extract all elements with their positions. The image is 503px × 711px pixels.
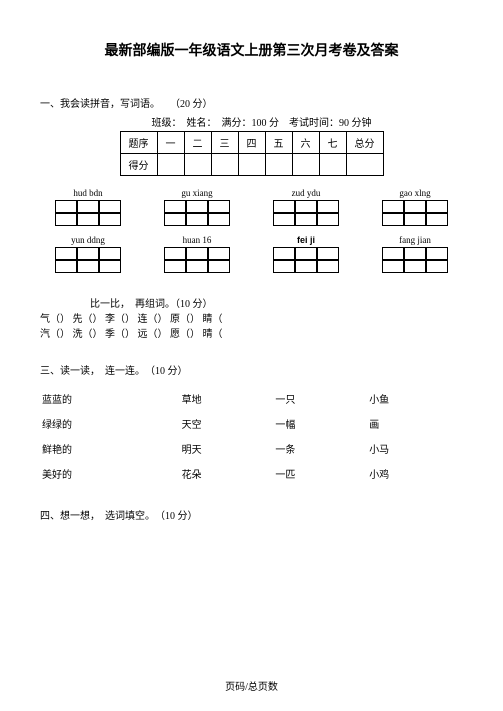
score-cell xyxy=(184,154,211,176)
score-cell xyxy=(211,154,238,176)
q3-cell: 一只 xyxy=(275,387,367,410)
char-grid xyxy=(382,247,448,273)
q2-word: ） 先（ xyxy=(60,310,93,325)
score-header-cell: 五 xyxy=(265,132,292,154)
q3-heading: 三、读一读， 连一连。 （10 分） xyxy=(40,362,463,377)
q3-row: 绿绿的 天空 一幅 画 xyxy=(42,412,461,435)
q2-word: 汽（ xyxy=(40,325,60,340)
score-header-cell: 六 xyxy=(292,132,319,154)
score-cell xyxy=(157,154,184,176)
char-grid xyxy=(55,200,121,226)
score-header-cell: 题序 xyxy=(120,132,157,154)
score-input-row: 得分 xyxy=(120,154,383,176)
score-header-cell: 七 xyxy=(319,132,346,154)
q2-line2: 汽（ ） 洗（ ） 季（ ） 远（ ） 愿（ ） 晴（ xyxy=(40,325,463,340)
score-header-row: 题序 一 二 三 四 五 六 七 总分 xyxy=(120,132,383,154)
char-grid xyxy=(55,247,121,273)
pinyin-group: huan 16 xyxy=(164,235,230,273)
q2-word: ） 远（ xyxy=(125,325,158,340)
pinyin-label: zud ydu xyxy=(292,188,321,198)
score-cell xyxy=(265,154,292,176)
document-title: 最新部编版一年级语文上册第三次月考卷及答案 xyxy=(40,40,463,60)
char-grid xyxy=(164,200,230,226)
pinyin-label: yun ddng xyxy=(71,235,105,245)
q3-cell: 小鸡 xyxy=(369,462,461,485)
score-header-cell: 总分 xyxy=(346,132,383,154)
q2-word: ） 睛（ xyxy=(190,310,223,325)
q2-word: ） 晴（ xyxy=(190,325,223,340)
pinyin-label: gu xiang xyxy=(181,188,212,198)
q3-section: 三、读一读， 连一连。 （10 分） 蓝蓝的 草地 一只 小鱼 绿绿的 天空 一… xyxy=(40,362,463,487)
q3-cell: 明天 xyxy=(182,437,274,460)
q1-section: 一、我会读拼音，写词语。 （20 分） 班级： 姓名： 满分：100 分 考试时… xyxy=(40,95,463,273)
score-header-cell: 四 xyxy=(238,132,265,154)
q2-section: 比一比， 再组词。（10 分） 气（ ） 先（ ） 李（ ） 连（ ） 原（ ）… xyxy=(40,295,463,340)
q3-cell: 天空 xyxy=(182,412,274,435)
pinyin-label: huan 16 xyxy=(183,235,212,245)
q2-word: ） 季（ xyxy=(93,325,126,340)
pinyin-label: fei ji xyxy=(297,235,315,245)
q3-cell: 蓝蓝的 xyxy=(42,387,180,410)
score-header-cell: 二 xyxy=(184,132,211,154)
score-row-label: 得分 xyxy=(120,154,157,176)
q2-line1: 气（ ） 先（ ） 李（ ） 连（ ） 原（ ） 睛（ xyxy=(40,310,463,325)
q3-cell: 花朵 xyxy=(182,462,274,485)
pinyin-group: gao xlng xyxy=(382,188,448,226)
score-cell xyxy=(292,154,319,176)
char-grid xyxy=(164,247,230,273)
pinyin-group: yun ddng xyxy=(55,235,121,273)
q3-cell: 小鱼 xyxy=(369,387,461,410)
q3-table: 蓝蓝的 草地 一只 小鱼 绿绿的 天空 一幅 画 鲜艳的 明天 一条 小马 美好… xyxy=(40,385,463,487)
page-footer: 页码/总页数 xyxy=(0,678,503,693)
q3-cell: 小马 xyxy=(369,437,461,460)
score-header-cell: 三 xyxy=(211,132,238,154)
q1-meta: 班级： 姓名： 满分：100 分 考试时间：90 分钟 xyxy=(40,114,463,129)
q2-word: ） 愿（ xyxy=(158,325,191,340)
pinyin-label: fang jian xyxy=(399,235,431,245)
q2-word: ） 原（ xyxy=(158,310,191,325)
score-cell xyxy=(319,154,346,176)
q3-cell: 美好的 xyxy=(42,462,180,485)
q4-heading: 四、想一想， 选词填空。 （10 分） xyxy=(40,507,463,522)
pinyin-group: fei ji xyxy=(273,235,339,273)
pinyin-row-1: hud bdn gu xiang zud ydu gao xlng xyxy=(40,188,463,226)
q1-heading: 一、我会读拼音，写词语。 （20 分） xyxy=(40,95,463,110)
q2-word: ） 洗（ xyxy=(60,325,93,340)
q3-cell: 绿绿的 xyxy=(42,412,180,435)
pinyin-group: hud bdn xyxy=(55,188,121,226)
score-table: 题序 一 二 三 四 五 六 七 总分 得分 xyxy=(120,131,384,176)
q3-cell: 画 xyxy=(369,412,461,435)
q3-cell: 草地 xyxy=(182,387,274,410)
q4-section: 四、想一想， 选词填空。 （10 分） xyxy=(40,507,463,522)
pinyin-label: gao xlng xyxy=(399,188,430,198)
char-grid xyxy=(273,200,339,226)
q3-row: 蓝蓝的 草地 一只 小鱼 xyxy=(42,387,461,410)
pinyin-group: fang jian xyxy=(382,235,448,273)
pinyin-label: hud bdn xyxy=(73,188,102,198)
q3-cell: 一匹 xyxy=(275,462,367,485)
score-header-cell: 一 xyxy=(157,132,184,154)
q3-cell: 一幅 xyxy=(275,412,367,435)
pinyin-row-2: yun ddng huan 16 fei ji fang jian xyxy=(40,235,463,273)
q3-row: 鲜艳的 明天 一条 小马 xyxy=(42,437,461,460)
pinyin-group: gu xiang xyxy=(164,188,230,226)
char-grid xyxy=(273,247,339,273)
q3-cell: 鲜艳的 xyxy=(42,437,180,460)
pinyin-group: zud ydu xyxy=(273,188,339,226)
q3-cell: 一条 xyxy=(275,437,367,460)
q2-word: ） 李（ xyxy=(93,310,126,325)
q2-word: 气（ xyxy=(40,310,60,325)
score-cell xyxy=(346,154,383,176)
q2-word: ） 连（ xyxy=(125,310,158,325)
char-grid xyxy=(382,200,448,226)
q3-row: 美好的 花朵 一匹 小鸡 xyxy=(42,462,461,485)
q2-heading: 比一比， 再组词。（10 分） xyxy=(40,295,463,310)
score-cell xyxy=(238,154,265,176)
